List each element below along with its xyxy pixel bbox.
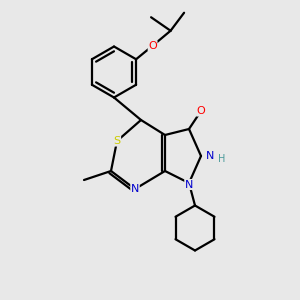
Text: N: N	[206, 151, 214, 161]
Text: O: O	[148, 41, 157, 51]
Text: N: N	[131, 184, 139, 194]
Text: O: O	[196, 106, 206, 116]
Text: H: H	[218, 154, 226, 164]
Text: N: N	[185, 179, 193, 190]
Text: S: S	[113, 136, 121, 146]
